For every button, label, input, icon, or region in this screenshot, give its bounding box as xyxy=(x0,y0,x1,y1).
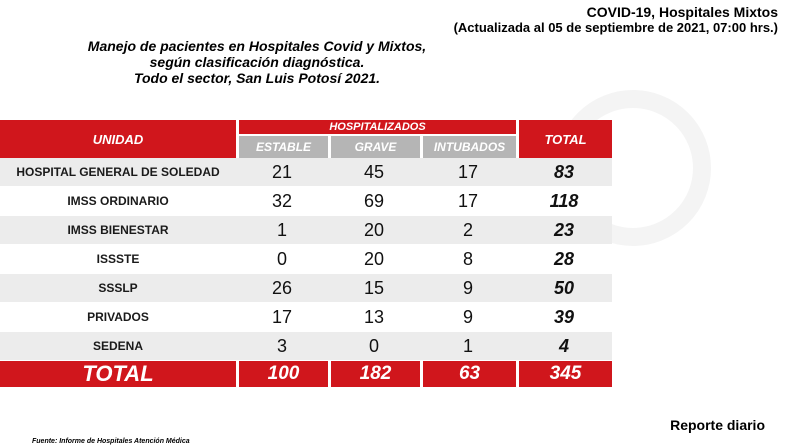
table-row: PRIVADOS 17 13 9 39 xyxy=(0,303,613,332)
estable-value: 32 xyxy=(236,187,328,216)
unit-name: ISSSTE xyxy=(0,245,236,274)
grave-value: 0 xyxy=(328,332,420,361)
intubados-column-header: INTUBADOS xyxy=(420,136,517,158)
source-note: Fuente: Informe de Hospitales Atención M… xyxy=(32,438,190,445)
totals-label: TOTAL xyxy=(0,361,236,387)
unit-name: SSSLP xyxy=(0,274,236,303)
report-update-date: (Actualizada al 05 de septiembre de 2021… xyxy=(453,20,778,35)
grave-column-header: GRAVE xyxy=(328,136,420,158)
estable-value: 21 xyxy=(236,158,328,187)
description-line-3: Todo el sector, San Luis Potosí 2021. xyxy=(133,70,381,86)
grave-value: 15 xyxy=(328,274,420,303)
intubados-total: 63 xyxy=(420,361,517,387)
unit-name: IMSS BIENESTAR xyxy=(0,216,236,245)
row-total-value: 28 xyxy=(516,245,613,274)
total-column-header: TOTAL xyxy=(516,120,613,158)
estable-total: 100 xyxy=(236,361,328,387)
grave-value: 20 xyxy=(328,245,420,274)
intubados-value: 8 xyxy=(420,245,517,274)
grave-total: 182 xyxy=(328,361,420,387)
intubados-value: 9 xyxy=(420,274,517,303)
table-row: ISSSTE 0 20 8 28 xyxy=(0,245,613,274)
estable-value: 1 xyxy=(236,216,328,245)
estable-column-header: ESTABLE xyxy=(236,136,328,158)
totals-row: TOTAL 100 182 63 345 xyxy=(0,361,613,387)
unit-name: SEDENA xyxy=(0,332,236,361)
row-total-value: 50 xyxy=(516,274,613,303)
estable-value: 26 xyxy=(236,274,328,303)
row-total-value: 39 xyxy=(516,303,613,332)
grand-total: 345 xyxy=(516,361,613,387)
estable-value: 3 xyxy=(236,332,328,361)
intubados-value: 2 xyxy=(420,216,517,245)
table-row: SSSLP 26 15 9 50 xyxy=(0,274,613,303)
table-row: IMSS BIENESTAR 1 20 2 23 xyxy=(0,216,613,245)
description-line-1: Manejo de pacientes en Hospitales Covid … xyxy=(87,38,427,54)
table-row: SEDENA 3 0 1 4 xyxy=(0,332,613,361)
grave-value: 69 xyxy=(328,187,420,216)
table-description: Manejo de pacientes en Hospitales Covid … xyxy=(62,38,452,86)
description-line-2: según clasificación diagnóstica. xyxy=(149,54,365,70)
unit-name: HOSPITAL GENERAL DE SOLEDAD xyxy=(0,158,236,187)
row-total-value: 118 xyxy=(516,187,613,216)
grave-value: 20 xyxy=(328,216,420,245)
intubados-value: 17 xyxy=(420,187,517,216)
intubados-value: 17 xyxy=(420,158,517,187)
estable-value: 17 xyxy=(236,303,328,332)
unit-name: IMSS ORDINARIO xyxy=(0,187,236,216)
intubados-value: 9 xyxy=(420,303,517,332)
estable-value: 0 xyxy=(236,245,328,274)
row-total-value: 23 xyxy=(516,216,613,245)
unit-column-header: UNIDAD xyxy=(0,120,236,158)
row-total-value: 4 xyxy=(516,332,613,361)
hospitalized-group-header: HOSPITALIZADOS xyxy=(236,120,517,136)
table-row: IMSS ORDINARIO 32 69 17 118 xyxy=(0,187,613,216)
grave-value: 45 xyxy=(328,158,420,187)
grave-value: 13 xyxy=(328,303,420,332)
unit-name: PRIVADOS xyxy=(0,303,236,332)
report-title: COVID-19, Hospitales Mixtos xyxy=(586,4,778,20)
table-row: HOSPITAL GENERAL DE SOLEDAD 21 45 17 83 xyxy=(0,158,613,187)
intubados-value: 1 xyxy=(420,332,517,361)
daily-report-label: Reporte diario xyxy=(670,417,765,433)
row-total-value: 83 xyxy=(516,158,613,187)
hospital-patients-table: UNIDAD HOSPITALIZADOS TOTAL ESTABLE GRAV… xyxy=(0,120,613,387)
